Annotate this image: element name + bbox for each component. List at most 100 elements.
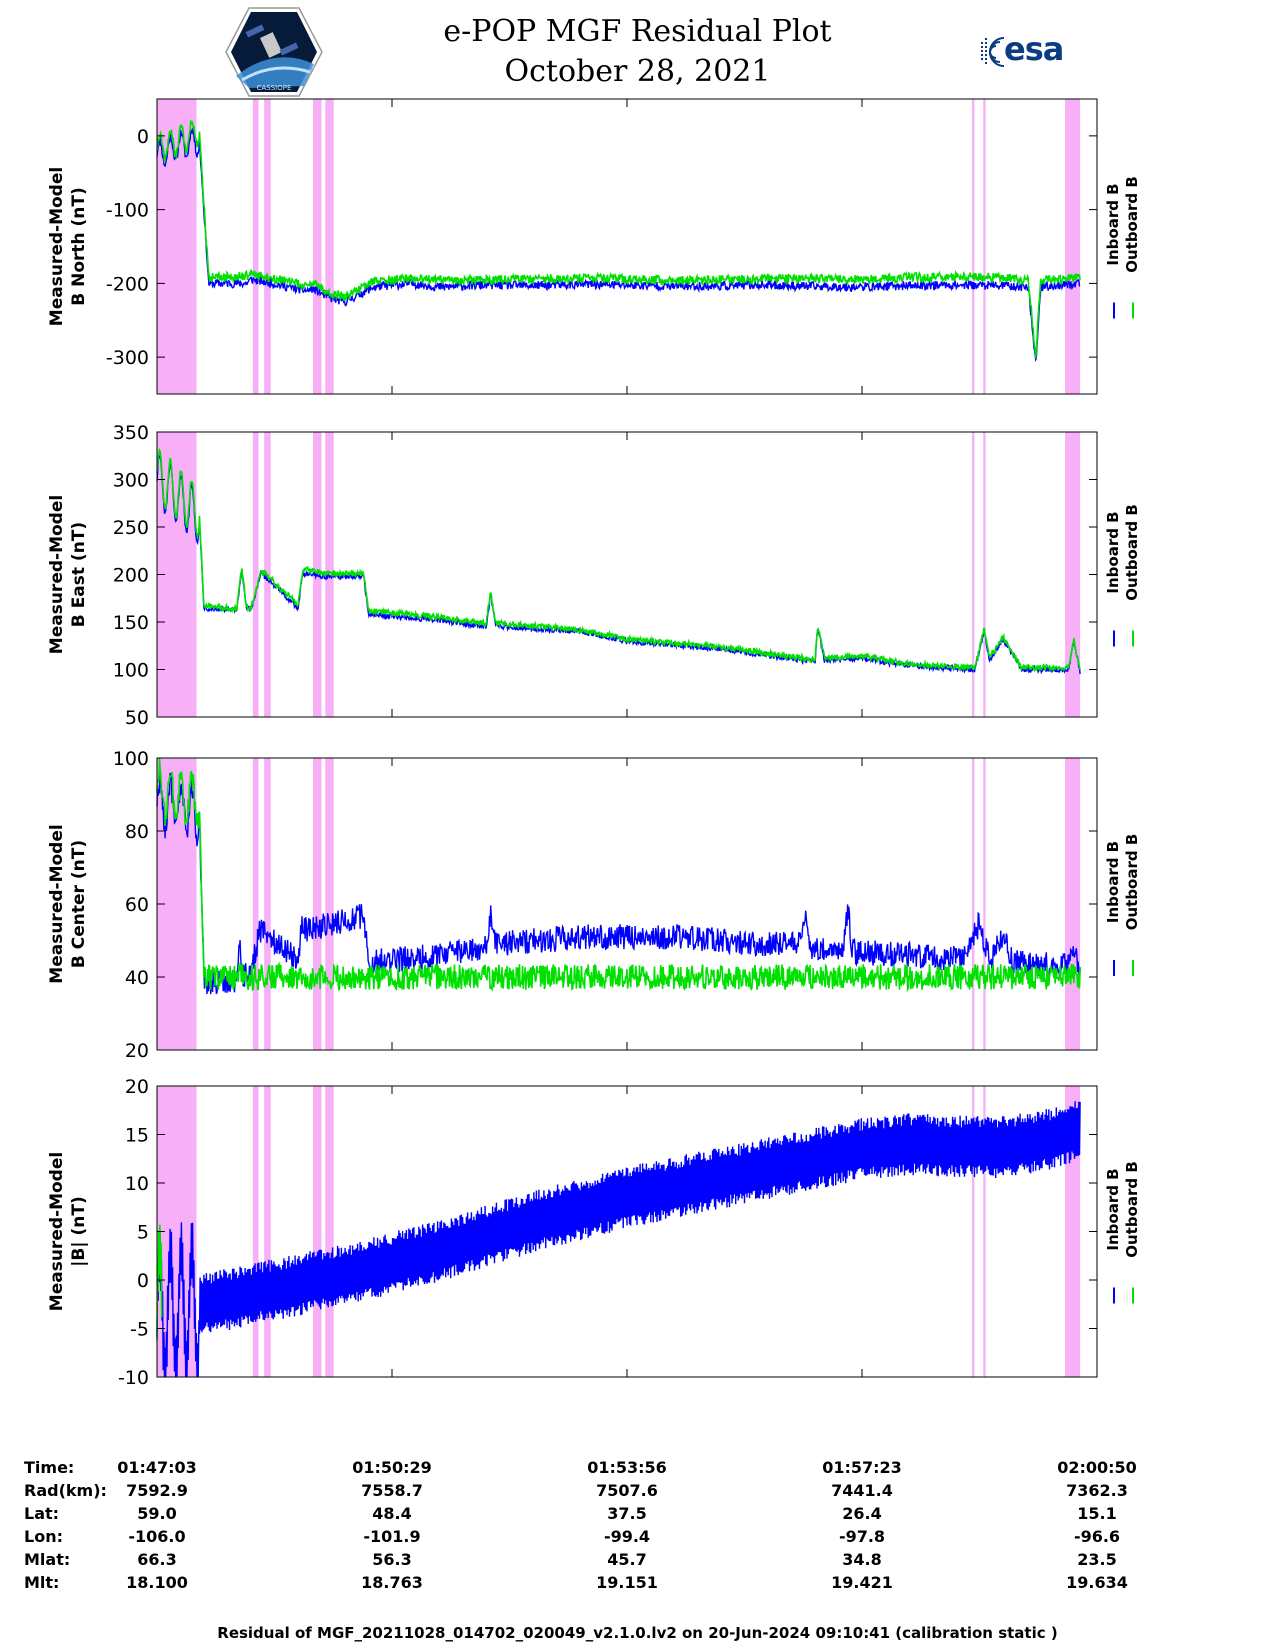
plot-frame: [156, 757, 1098, 1051]
y-tick-label: 200: [113, 565, 149, 587]
series-line-outboard: [156, 1224, 163, 1341]
shaded-region: [264, 758, 271, 1050]
shaded-region: [983, 432, 986, 717]
ephemeris-value: -106.0: [128, 1527, 186, 1546]
plot-frame: [156, 431, 1098, 718]
shaded-region: [1065, 99, 1081, 394]
cassiope-logo: CASSIOPE: [225, 7, 323, 97]
ephemeris-value: -97.8: [838, 1527, 886, 1546]
shaded-region: [252, 432, 259, 717]
ephemeris-value: 01:57:23: [822, 1458, 902, 1477]
plot-title: e-POP MGF Residual Plot: [443, 14, 832, 49]
ephemeris-value: 66.3: [137, 1550, 177, 1569]
shaded-region: [971, 432, 975, 717]
shaded-region: [325, 758, 334, 1050]
ephemeris-row-label: Lon:: [24, 1527, 63, 1546]
series-line-inboard: [156, 1101, 1081, 1378]
y-tick-label: 100: [113, 660, 149, 682]
y-axis-label: Measured-Model: [47, 824, 67, 983]
ephemeris-value: 19.151: [596, 1573, 658, 1592]
ephemeris-value: 7362.3: [1066, 1481, 1128, 1500]
y-tick-label: -200: [106, 273, 149, 295]
shaded-region: [252, 99, 259, 394]
panel-3: 100 80 60 40 20 Measured-Model B Center (nT) In…: [47, 748, 1141, 1062]
y-tick-label: 100: [113, 748, 149, 770]
plot-date: October 28, 2021: [504, 54, 771, 89]
y-tick-label: 80: [125, 821, 149, 843]
shaded-region: [325, 1086, 334, 1377]
y-tick-label: 10: [125, 1173, 149, 1195]
shaded-region: [252, 1086, 259, 1377]
y-tick-label: 60: [125, 894, 149, 916]
ephemeris-value: 48.4: [372, 1504, 412, 1523]
y-tick-label: 150: [113, 612, 149, 634]
y-tick-label: 0: [137, 126, 149, 148]
ephemeris-value: 18.763: [361, 1573, 423, 1592]
shaded-region: [1065, 758, 1081, 1050]
ephemeris-value: 01:53:56: [587, 1458, 667, 1477]
shaded-region: [971, 758, 975, 1050]
shaded-region: [264, 99, 271, 394]
ephemeris-value: -101.9: [363, 1527, 421, 1546]
shaded-region: [983, 99, 986, 394]
series-line-outboard: [156, 118, 1081, 359]
series-line-outboard: [156, 758, 1081, 993]
ephemeris-value: 34.8: [842, 1550, 882, 1569]
ephemeris-table: Time: Rad(km): Lat: Lon: Mlat: Mlt: 01:47:03 75…: [0, 1458, 1275, 1608]
y-tick-label: -10: [118, 1367, 149, 1389]
y-axis-label: Measured-Model: [47, 1152, 67, 1311]
ephemeris-value: 45.7: [607, 1550, 647, 1569]
esa-logo: esa: [978, 30, 1093, 70]
shaded-region: [325, 432, 334, 717]
ephemeris-value: 02:00:50: [1057, 1458, 1137, 1477]
shaded-region: [971, 1086, 975, 1377]
y-tick-label: -300: [106, 347, 149, 369]
footer-caption: Residual of MGF_20211028_014702_020049_v…: [217, 1624, 1058, 1642]
ephemeris-value: 26.4: [842, 1504, 882, 1523]
ephemeris-value: 01:47:03: [117, 1458, 197, 1477]
shaded-region: [264, 1086, 271, 1377]
ephemeris-value: 19.421: [831, 1573, 893, 1592]
shaded-region: [983, 1086, 986, 1377]
ephemeris-value: 56.3: [372, 1550, 412, 1569]
shaded-region: [313, 99, 322, 394]
y-tick-label: 300: [113, 470, 149, 492]
series-line-outboard: [156, 447, 1081, 673]
y-tick-label: 20: [125, 1076, 149, 1098]
shaded-region: [325, 99, 334, 394]
legend-label: Outboard B: [1123, 1161, 1141, 1258]
shaded-region: [313, 1086, 322, 1377]
esa-wordmark: esa: [1004, 30, 1064, 68]
plot-frame: [156, 98, 1098, 395]
svg-text:CASSIOPE: CASSIOPE: [257, 84, 292, 92]
ephemeris-row-label: Mlat:: [24, 1550, 71, 1569]
legend-label: Outboard B: [1123, 504, 1141, 601]
y-tick-label: 0: [137, 1270, 149, 1292]
ephemeris-row-label: Lat:: [24, 1504, 60, 1523]
ephemeris-value: 23.5: [1077, 1550, 1117, 1569]
ephemeris-row-label: Rad(km):: [24, 1481, 107, 1500]
legend-label: Inboard B: [1104, 511, 1122, 593]
legend-label: Inboard B: [1104, 183, 1122, 265]
shaded-region: [983, 758, 986, 1050]
y-tick-label: 350: [113, 422, 149, 444]
ephemeris-value: 18.100: [126, 1573, 188, 1592]
legend-label: Inboard B: [1104, 1168, 1122, 1250]
y-tick-label: 20: [125, 1040, 149, 1062]
y-tick-label: -100: [106, 200, 149, 222]
shaded-region: [1065, 432, 1081, 717]
y-axis-label: B Center (nT): [69, 840, 89, 968]
header: e-POP MGF Residual Plot October 28, 2021…: [0, 0, 1275, 100]
ephemeris-value: 7592.9: [126, 1481, 188, 1500]
panel-1: 0 -100 -200 -300 Measured-Model B North (nT) I…: [47, 98, 1141, 395]
ephemeris-value: 7507.6: [596, 1481, 658, 1500]
y-axis-label: B North (nT): [69, 187, 89, 306]
ephemeris-value: 37.5: [607, 1504, 647, 1523]
shaded-region: [313, 758, 322, 1050]
y-tick-label: 250: [113, 517, 149, 539]
y-axis-label: B East (nT): [69, 522, 89, 627]
ephemeris-row-label: Mlt:: [24, 1573, 60, 1592]
ephemeris-value: -99.4: [603, 1527, 651, 1546]
series-line-inboard: [156, 454, 1081, 675]
